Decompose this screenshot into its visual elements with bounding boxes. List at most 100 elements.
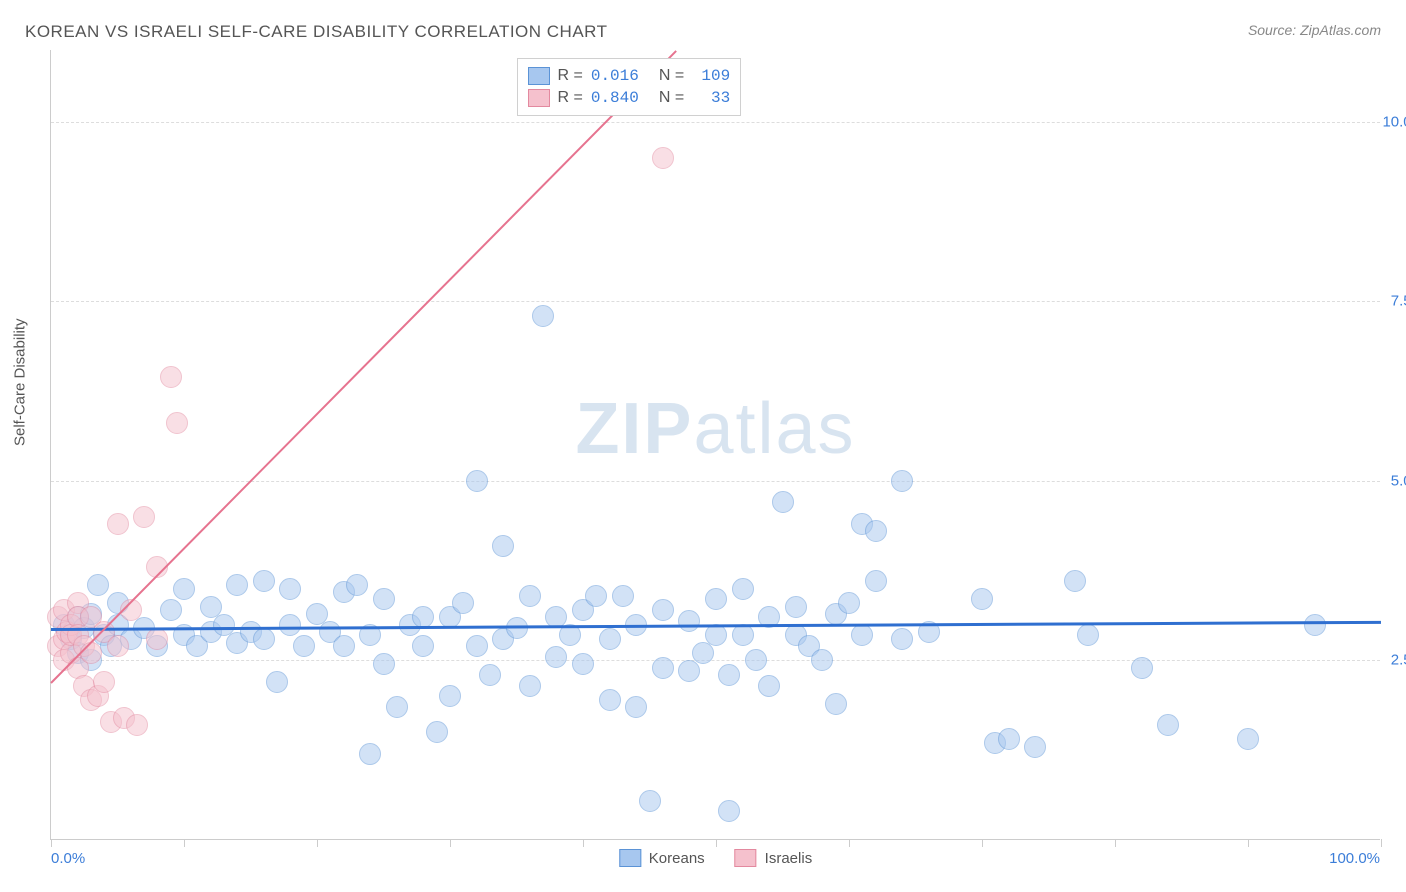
x-tick — [583, 839, 584, 847]
stat-label-r: R = — [558, 89, 583, 107]
stat-label-n: N = — [659, 89, 684, 107]
y-tick-label: 7.5% — [1391, 293, 1406, 310]
scatter-point — [678, 610, 700, 632]
scatter-point — [891, 470, 913, 492]
legend-label: Koreans — [649, 850, 705, 867]
scatter-point — [772, 491, 794, 513]
scatter-point — [226, 574, 248, 596]
scatter-point — [412, 635, 434, 657]
x-tick — [1115, 839, 1116, 847]
stat-value-n: 109 — [692, 67, 730, 85]
scatter-point — [652, 599, 674, 621]
watermark: ZIPatlas — [575, 388, 855, 470]
scatter-point — [1064, 570, 1086, 592]
scatter-point — [639, 790, 661, 812]
series-swatch — [528, 89, 550, 107]
x-tick — [716, 839, 717, 847]
x-tick — [1248, 839, 1249, 847]
bottom-legend: Koreans Israelis — [619, 849, 812, 867]
scatter-point — [166, 412, 188, 434]
scatter-point — [126, 714, 148, 736]
scatter-point — [293, 635, 315, 657]
scatter-point — [107, 513, 129, 535]
scatter-point — [652, 657, 674, 679]
stats-legend-box: R =0.016N =109R =0.840N =33 — [517, 58, 742, 116]
chart-title: KOREAN VS ISRAELI SELF-CARE DISABILITY C… — [25, 22, 608, 42]
scatter-point — [599, 689, 621, 711]
scatter-point — [865, 520, 887, 542]
plot-area: ZIPatlas R =0.016N =109R =0.840N =33 0.0… — [50, 50, 1380, 840]
scatter-point — [1024, 736, 1046, 758]
scatter-point — [599, 628, 621, 650]
scatter-point — [519, 585, 541, 607]
scatter-point — [585, 585, 607, 607]
y-axis-title: Self-Care Disability — [12, 318, 29, 446]
scatter-point — [838, 592, 860, 614]
scatter-point — [426, 721, 448, 743]
scatter-point — [373, 588, 395, 610]
scatter-point — [612, 585, 634, 607]
scatter-point — [519, 675, 541, 697]
stats-row: R =0.016N =109 — [528, 65, 731, 87]
source-attribution: Source: ZipAtlas.com — [1248, 22, 1381, 38]
scatter-point — [998, 728, 1020, 750]
scatter-point — [851, 624, 873, 646]
y-tick-label: 2.5% — [1391, 652, 1406, 669]
y-tick-label: 5.0% — [1391, 472, 1406, 489]
scatter-point — [1304, 614, 1326, 636]
scatter-point — [652, 147, 674, 169]
x-tick — [849, 839, 850, 847]
scatter-point — [506, 617, 528, 639]
scatter-point — [93, 671, 115, 693]
scatter-point — [253, 628, 275, 650]
legend-label: Israelis — [765, 850, 813, 867]
scatter-point — [678, 660, 700, 682]
scatter-point — [133, 506, 155, 528]
scatter-point — [466, 635, 488, 657]
gridline — [51, 301, 1380, 302]
x-tick — [184, 839, 185, 847]
stat-value-r: 0.016 — [591, 67, 639, 85]
legend-swatch — [619, 849, 641, 867]
legend-item: Koreans — [619, 849, 705, 867]
scatter-point — [785, 596, 807, 618]
scatter-point — [718, 664, 740, 686]
scatter-point — [732, 624, 754, 646]
scatter-point — [865, 570, 887, 592]
y-tick-label: 10.0% — [1382, 113, 1406, 130]
scatter-point — [80, 642, 102, 664]
scatter-point — [373, 653, 395, 675]
scatter-point — [692, 642, 714, 664]
stat-label-r: R = — [558, 67, 583, 85]
scatter-point — [1157, 714, 1179, 736]
scatter-point — [146, 628, 168, 650]
watermark-light: atlas — [693, 389, 855, 469]
x-axis-max-label: 100.0% — [1329, 850, 1380, 867]
scatter-point — [758, 675, 780, 697]
scatter-point — [492, 535, 514, 557]
scatter-point — [625, 696, 647, 718]
scatter-point — [891, 628, 913, 650]
scatter-point — [1077, 624, 1099, 646]
scatter-point — [825, 693, 847, 715]
scatter-point — [160, 366, 182, 388]
scatter-point — [87, 574, 109, 596]
stat-value-r: 0.840 — [591, 89, 639, 107]
watermark-bold: ZIP — [575, 389, 693, 469]
scatter-point — [279, 578, 301, 600]
x-tick — [317, 839, 318, 847]
scatter-point — [439, 685, 461, 707]
gridline — [51, 122, 1380, 123]
scatter-point — [452, 592, 474, 614]
scatter-point — [466, 470, 488, 492]
scatter-point — [386, 696, 408, 718]
scatter-point — [718, 800, 740, 822]
x-tick — [51, 839, 52, 847]
stats-row: R =0.840N =33 — [528, 87, 731, 109]
scatter-point — [160, 599, 182, 621]
scatter-point — [532, 305, 554, 327]
x-tick — [982, 839, 983, 847]
scatter-point — [572, 653, 594, 675]
scatter-point — [705, 624, 727, 646]
scatter-point — [732, 578, 754, 600]
